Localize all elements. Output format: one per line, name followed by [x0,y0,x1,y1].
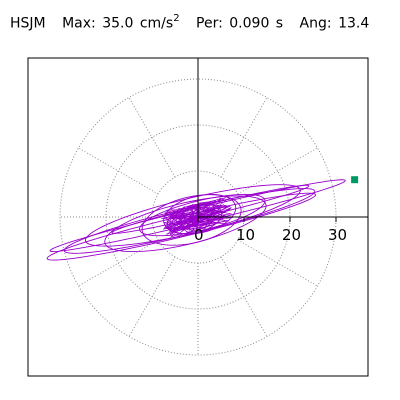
max-units: cm/s [139,15,174,32]
tick-labels: 0 10 20 30 [194,217,347,244]
grid-radial-120 [128,97,176,178]
particle-motion-trace [46,179,346,261]
tick-label-30: 30 [328,226,347,244]
max-units-exponent: 2 [173,13,180,24]
max-marker [351,176,359,184]
tick-label-10: 10 [236,226,255,244]
angle-value: 13.4 [338,15,370,32]
polar-grid [59,78,337,356]
trace-loop-8 [111,184,310,234]
tick-label-0: 0 [194,226,204,244]
grid-radial-330 [237,239,318,287]
angle-label: Ang: [299,15,332,32]
grid-radial-30 [237,147,318,195]
plot-title: HSJM Max: 35.0 cm/s2 Per: 0.090 s Ang: 1… [10,13,370,32]
tick-label-20: 20 [282,226,301,244]
grid-radial-150 [78,147,159,195]
grid-radial-300 [220,256,268,337]
axes [197,58,368,218]
period-value: 0.090 s [229,15,284,32]
max-value: 35.0 [102,15,134,32]
grid-radial-240 [128,256,176,337]
grid-radial-210 [78,239,159,287]
max-point-square [351,176,359,184]
grid-radial-60 [220,97,268,178]
trace-core [161,196,233,238]
period-label: Per: [196,15,223,32]
station-code: HSJM [10,15,46,32]
max-label: Max: [62,15,96,32]
trace-loop-9 [46,192,317,261]
trace-loop-6 [163,193,237,235]
